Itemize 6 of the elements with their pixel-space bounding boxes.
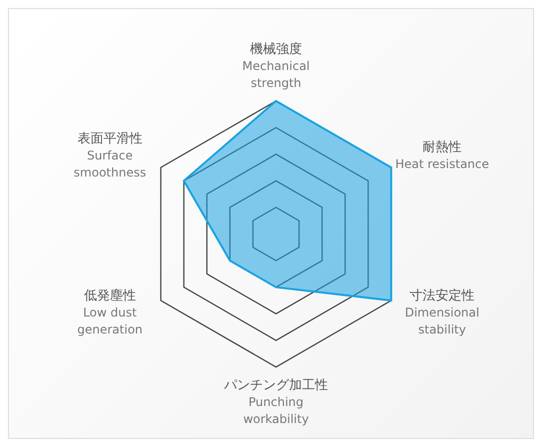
spoke-label: 耐熱性 Heat resistance [395,140,490,171]
spoke-label: 低発塵性 Low dust generation [77,288,143,336]
spoke-label: 機械強度 Mechanical strength [242,41,310,90]
spoke-label: パンチング加工性 Punching workability [223,378,328,426]
spoke-label: 表面平滑性 Surface smoothness [74,132,146,180]
spoke-label: 寸法安定性 Dimensional stability [404,288,480,336]
